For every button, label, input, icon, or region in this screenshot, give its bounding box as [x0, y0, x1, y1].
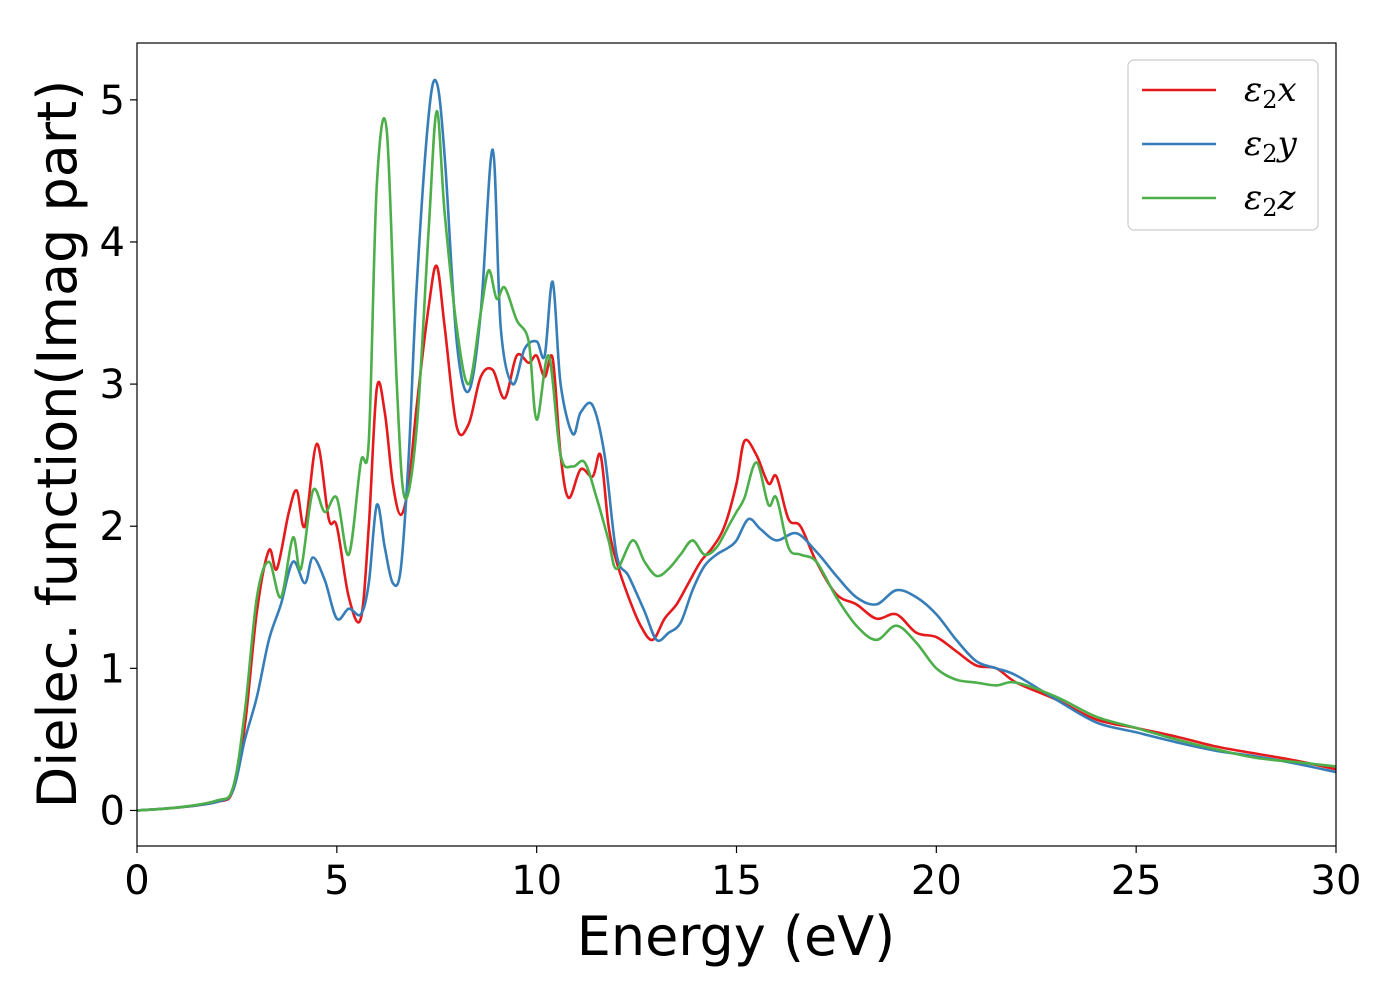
y-tick-label: 5: [100, 78, 125, 124]
legend-item-y: ε2y: [1142, 124, 1298, 168]
legend-label: ε2y: [1244, 124, 1298, 168]
x-tick-label: 10: [511, 858, 562, 904]
y-tick-label: 4: [100, 220, 125, 266]
series-line-x: [136, 264, 1337, 812]
y-tick-label: 1: [100, 646, 125, 692]
x-tick-label: 20: [911, 858, 962, 904]
y-tick-label: 2: [100, 504, 125, 550]
legend-label-axis: y: [1276, 124, 1298, 164]
x-tick-label: 15: [711, 858, 762, 904]
y-axis-label: Dielec. function(Imag part): [26, 80, 89, 809]
x-axis-label: Energy (eV): [577, 905, 896, 968]
legend-label-subscript: 2: [1262, 140, 1277, 168]
legend-label-axis: z: [1277, 178, 1297, 218]
series-line-z: [136, 109, 1337, 812]
legend-label-subscript: 2: [1262, 194, 1277, 222]
legend-label-axis: x: [1278, 70, 1297, 110]
legend-label-symbol: ε: [1244, 178, 1262, 218]
x-tick-label: 25: [1111, 858, 1162, 904]
legend-item-x: ε2x: [1142, 70, 1297, 114]
x-tick-label: 0: [124, 858, 149, 904]
x-tick-label: 30: [1311, 858, 1362, 904]
legend-label-subscript: 2: [1262, 86, 1277, 114]
legend-box: [1127, 59, 1319, 231]
series-line-y: [136, 78, 1337, 812]
legend-label-symbol: ε: [1244, 124, 1262, 164]
legend-label: ε2x: [1244, 70, 1297, 114]
x-tick-label: 5: [324, 858, 349, 904]
y-tick-label: 0: [100, 788, 125, 834]
legend-label-symbol: ε: [1244, 70, 1262, 110]
legend-item-z: ε2z: [1142, 178, 1297, 222]
ticks-layer: 0 5 10 15 20 25 30 0 1 2 3 4 5: [100, 78, 1362, 904]
y-tick-label: 3: [100, 362, 125, 408]
series-layer: [136, 78, 1337, 812]
legend-label: ε2z: [1244, 178, 1297, 222]
